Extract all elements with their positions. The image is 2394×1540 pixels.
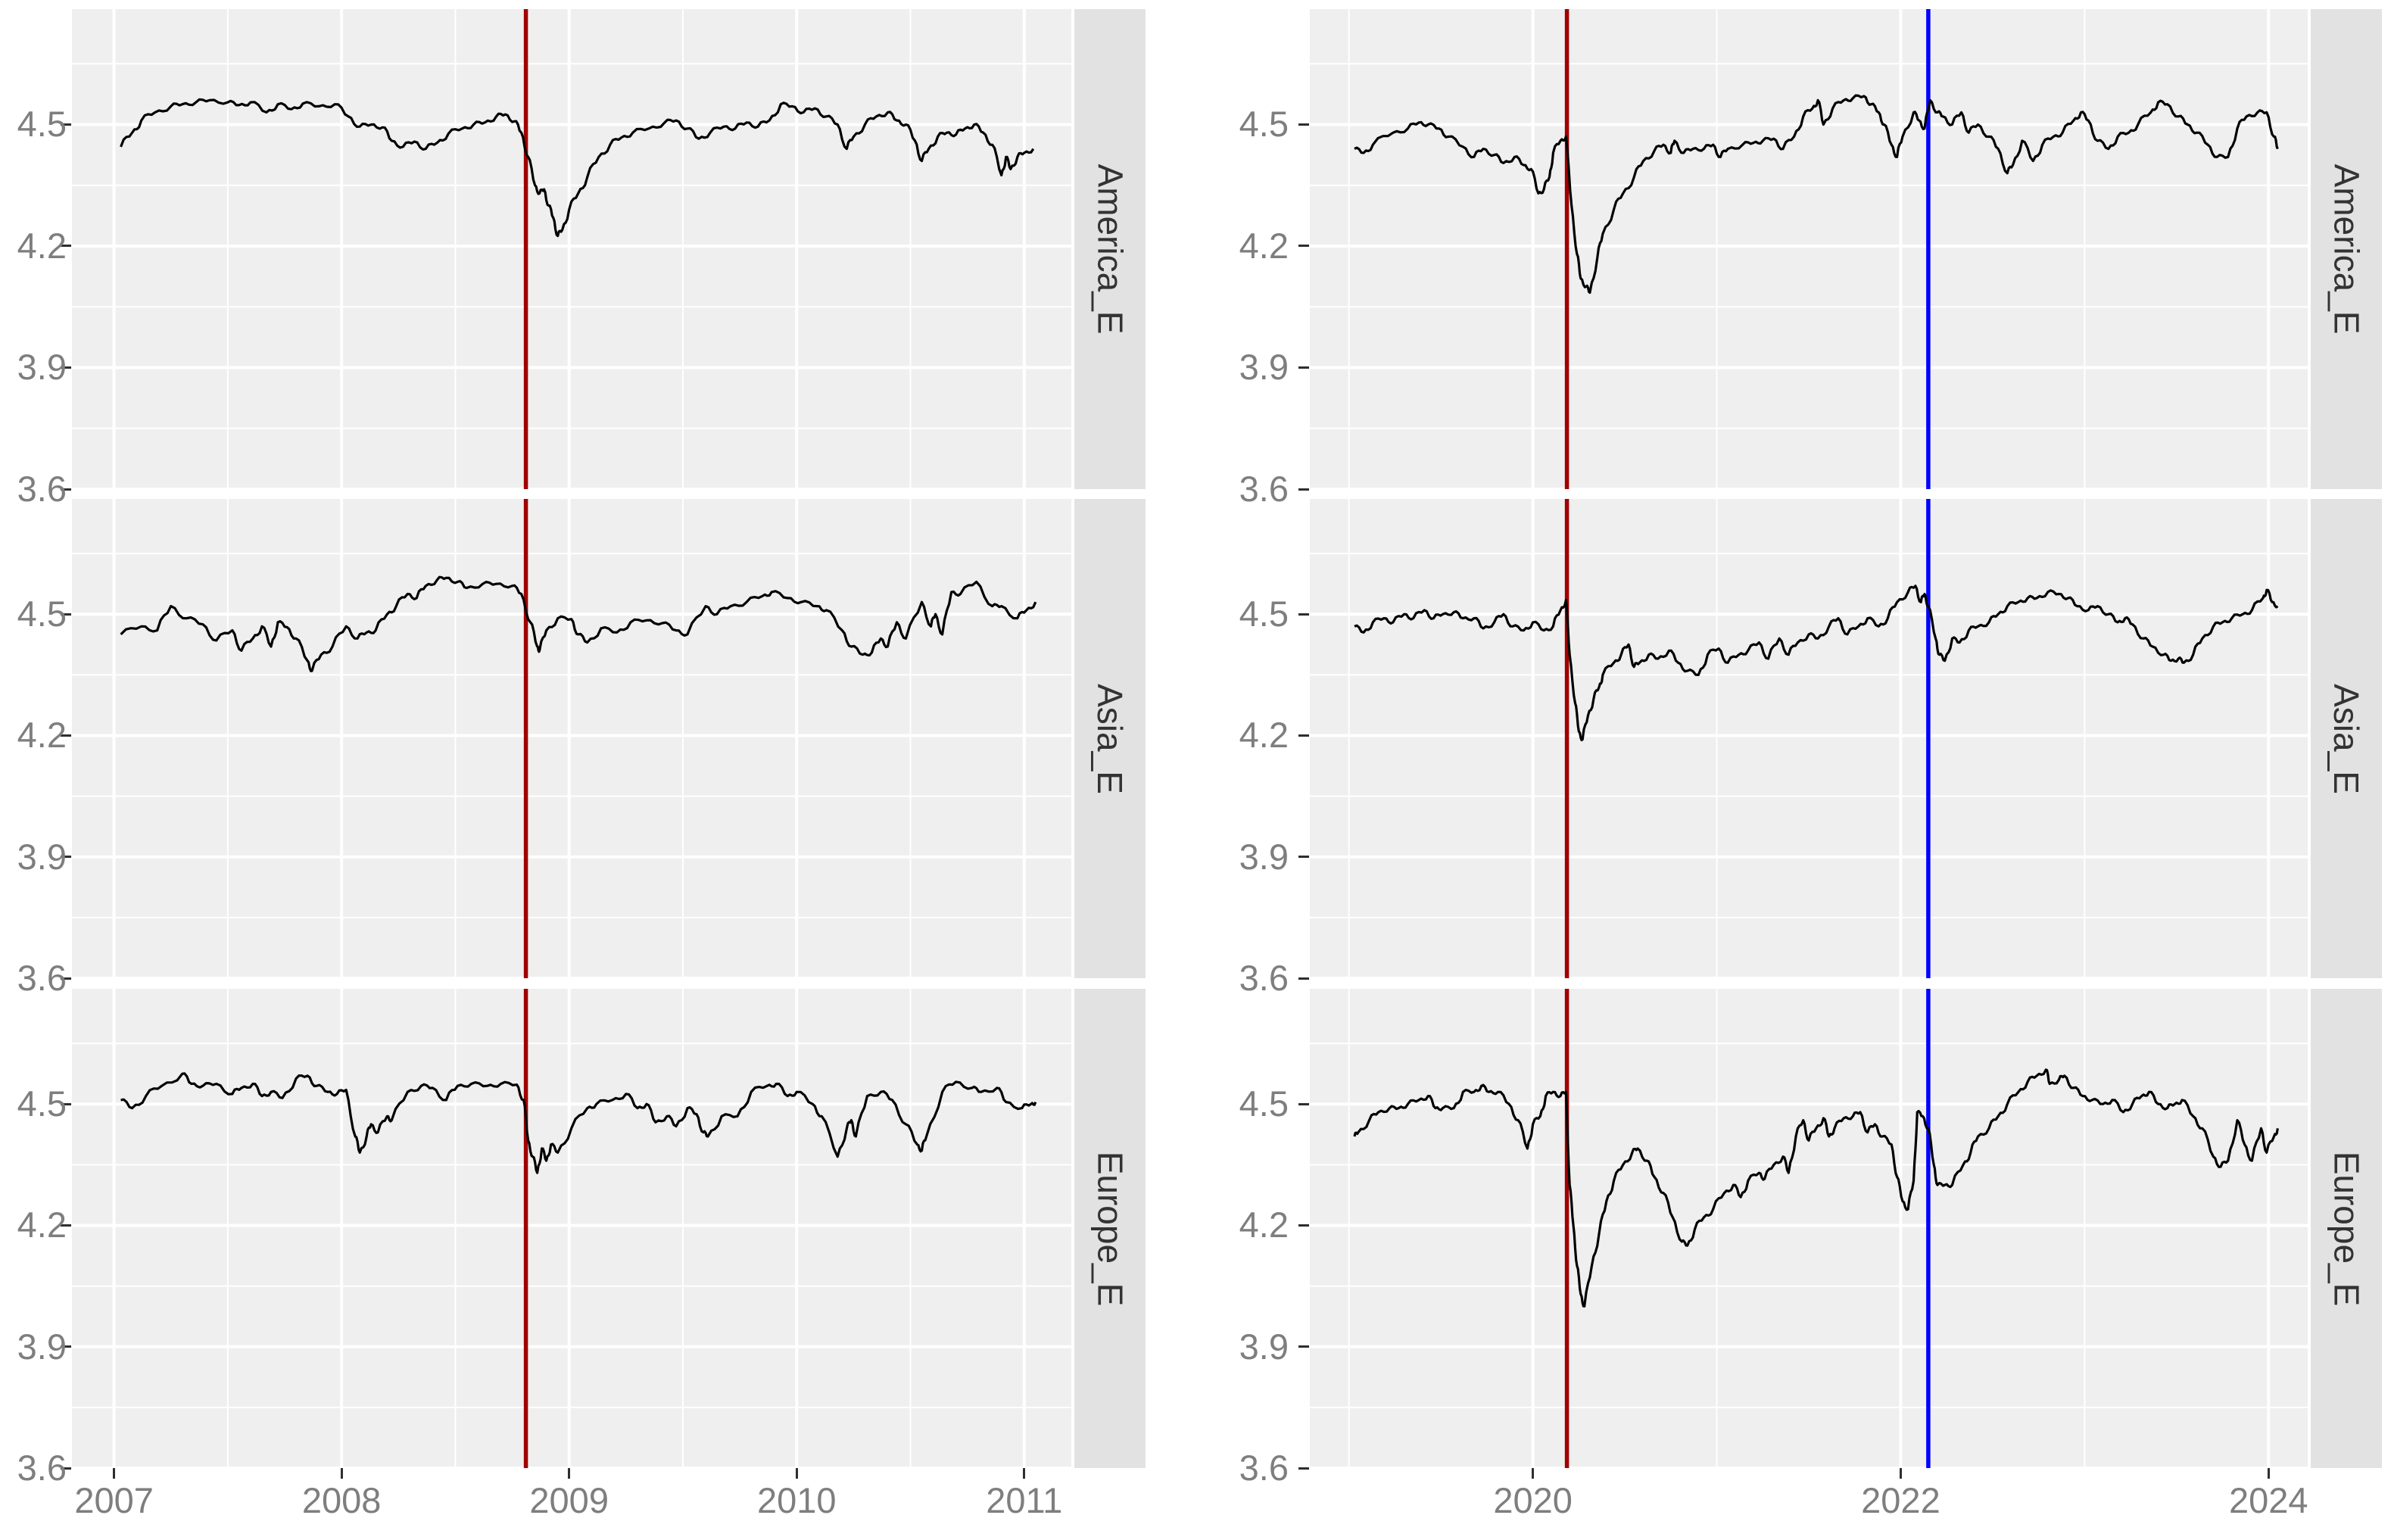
facet-panel-svg bbox=[1310, 499, 2308, 978]
x-axis-tick bbox=[1023, 1468, 1026, 1479]
y-axis-tick bbox=[61, 366, 71, 369]
y-tick-label: 3.6 bbox=[1239, 1448, 1289, 1488]
y-tick-label: 3.6 bbox=[17, 469, 67, 509]
series-line-asia_e bbox=[120, 575, 1037, 672]
y-tick-label: 4.2 bbox=[1239, 225, 1289, 266]
y-axis-tick bbox=[61, 977, 71, 980]
facet-panel-svg bbox=[72, 499, 1071, 978]
y-axis-tick bbox=[1298, 123, 1309, 126]
y-tick-label: 4.2 bbox=[17, 715, 67, 756]
series-line-europe_e bbox=[120, 1072, 1037, 1174]
facet-panel bbox=[1310, 989, 2308, 1468]
y-axis-tick bbox=[1298, 1224, 1309, 1227]
x-tick-label: 2008 bbox=[301, 1480, 382, 1520]
x-tick-label: 2009 bbox=[529, 1480, 609, 1520]
y-tick-label: 3.9 bbox=[17, 347, 67, 388]
y-tick-label: 4.2 bbox=[17, 225, 67, 266]
y-axis-tick bbox=[61, 1102, 71, 1105]
y-axis-tick bbox=[1298, 1345, 1309, 1348]
y-axis-tick bbox=[61, 1224, 71, 1227]
y-tick-label: 4.5 bbox=[17, 104, 67, 145]
y-tick-label: 3.6 bbox=[17, 958, 67, 998]
facet-strip-label: Asia_E bbox=[2327, 683, 2366, 794]
facet-panel bbox=[72, 499, 1071, 978]
y-tick-label: 4.2 bbox=[1239, 1205, 1289, 1245]
y-tick-label: 3.6 bbox=[1239, 958, 1289, 998]
x-tick-label: 2010 bbox=[756, 1480, 837, 1520]
y-tick-label: 4.5 bbox=[17, 594, 67, 634]
y-tick-label: 3.6 bbox=[17, 1448, 67, 1488]
x-axis-tick bbox=[1899, 1468, 1902, 1479]
facet-strip: Asia_E bbox=[1074, 499, 1146, 978]
y-axis-tick bbox=[1298, 366, 1309, 369]
y-axis-tick bbox=[1298, 1467, 1309, 1470]
y-axis-tick bbox=[1298, 1102, 1309, 1105]
y-tick-label: 4.2 bbox=[1239, 715, 1289, 756]
x-axis-tick bbox=[795, 1468, 798, 1479]
x-tick-label: 2022 bbox=[1861, 1480, 1940, 1520]
y-tick-label: 3.9 bbox=[1239, 836, 1289, 877]
y-axis-tick bbox=[61, 245, 71, 248]
facet-panel-svg bbox=[1310, 989, 2308, 1468]
y-axis-tick bbox=[61, 1467, 71, 1470]
x-tick-label: 2020 bbox=[1493, 1480, 1573, 1520]
facet-strip: Asia_E bbox=[2311, 499, 2382, 978]
facet-panel-svg bbox=[1310, 9, 2308, 489]
x-tick-label: 2007 bbox=[74, 1480, 154, 1520]
y-tick-label: 4.5 bbox=[1239, 1083, 1289, 1124]
x-axis-tick bbox=[1532, 1468, 1535, 1479]
y-tick-label: 3.6 bbox=[1239, 469, 1289, 509]
facet-strip-label: America_E bbox=[2327, 164, 2366, 335]
y-tick-label: 3.9 bbox=[17, 836, 67, 877]
y-tick-label: 4.5 bbox=[17, 1083, 67, 1124]
y-axis-tick bbox=[1298, 613, 1309, 616]
series-line-asia_e bbox=[1354, 585, 2279, 742]
x-tick-label: 2024 bbox=[2228, 1480, 2308, 1520]
y-tick-label: 3.9 bbox=[17, 1326, 67, 1367]
facet-panel bbox=[1310, 9, 2308, 489]
series-line-america_e bbox=[120, 98, 1035, 238]
y-tick-label: 4.5 bbox=[1239, 104, 1289, 145]
facet-panel bbox=[1310, 499, 2308, 978]
y-axis-tick bbox=[1298, 245, 1309, 248]
y-axis-tick bbox=[1298, 977, 1309, 980]
facet-panel bbox=[72, 989, 1071, 1468]
facet-strip: Europe_E bbox=[2311, 989, 2382, 1468]
facet-strip: Europe_E bbox=[1074, 989, 1146, 1468]
facet-strip-label: America_E bbox=[1090, 164, 1130, 335]
y-axis-tick bbox=[61, 1345, 71, 1348]
facet-panel-svg bbox=[72, 9, 1071, 489]
series-line-europe_e bbox=[1353, 1068, 2279, 1308]
x-axis-tick bbox=[568, 1468, 571, 1479]
x-axis-tick bbox=[113, 1468, 116, 1479]
y-axis-tick bbox=[1298, 488, 1309, 491]
y-axis-tick bbox=[61, 123, 71, 126]
facet-panel bbox=[72, 9, 1071, 489]
x-axis-tick bbox=[340, 1468, 343, 1479]
facet-strip-label: Europe_E bbox=[1090, 1151, 1130, 1306]
facet-strip: America_E bbox=[2311, 9, 2382, 489]
facet-strip-label: Asia_E bbox=[1090, 683, 1130, 794]
facet-strip: America_E bbox=[1074, 9, 1146, 489]
y-axis-tick bbox=[61, 613, 71, 616]
y-axis-tick bbox=[61, 488, 71, 491]
y-tick-label: 3.9 bbox=[1239, 347, 1289, 388]
facet-panel-svg bbox=[72, 989, 1071, 1468]
x-tick-label: 2011 bbox=[986, 1480, 1063, 1520]
series-line-america_e bbox=[1354, 94, 2279, 295]
y-tick-label: 4.5 bbox=[1239, 594, 1289, 634]
y-axis-tick bbox=[61, 734, 71, 737]
y-axis-tick bbox=[61, 856, 71, 859]
y-tick-label: 3.9 bbox=[1239, 1326, 1289, 1367]
y-axis-tick bbox=[1298, 734, 1309, 737]
x-axis-tick bbox=[2267, 1468, 2270, 1479]
facet-strip-label: Europe_E bbox=[2327, 1151, 2367, 1306]
y-axis-tick bbox=[1298, 856, 1309, 859]
y-tick-label: 4.2 bbox=[17, 1205, 67, 1245]
